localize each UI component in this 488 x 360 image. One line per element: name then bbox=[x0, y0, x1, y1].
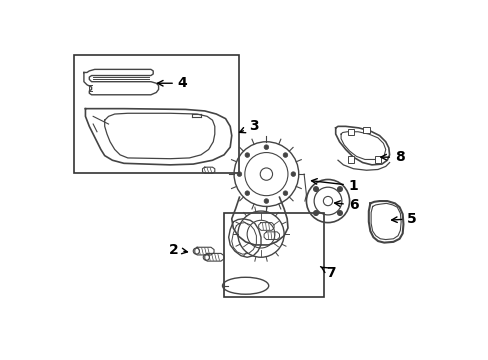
Bar bbox=[347, 156, 353, 163]
Text: 4: 4 bbox=[157, 76, 187, 90]
Text: 5: 5 bbox=[391, 212, 416, 226]
Text: 1: 1 bbox=[311, 179, 358, 193]
Circle shape bbox=[337, 187, 342, 192]
Circle shape bbox=[264, 199, 268, 203]
Circle shape bbox=[313, 187, 318, 192]
Circle shape bbox=[244, 191, 249, 195]
Text: 7: 7 bbox=[320, 266, 335, 280]
Text: 3: 3 bbox=[239, 120, 258, 133]
Circle shape bbox=[337, 211, 342, 215]
Text: 6: 6 bbox=[334, 198, 358, 212]
Bar bbox=[74, 55, 239, 172]
Circle shape bbox=[290, 172, 295, 176]
Circle shape bbox=[283, 191, 287, 195]
Circle shape bbox=[237, 172, 241, 176]
Bar bbox=[224, 213, 324, 297]
Circle shape bbox=[244, 153, 249, 157]
Circle shape bbox=[264, 145, 268, 149]
Bar bbox=[374, 156, 380, 163]
Text: 2: 2 bbox=[168, 243, 187, 257]
Bar bbox=[363, 127, 369, 133]
Text: 8: 8 bbox=[380, 150, 404, 164]
Bar bbox=[347, 129, 353, 135]
Circle shape bbox=[313, 211, 318, 215]
Circle shape bbox=[283, 153, 287, 157]
